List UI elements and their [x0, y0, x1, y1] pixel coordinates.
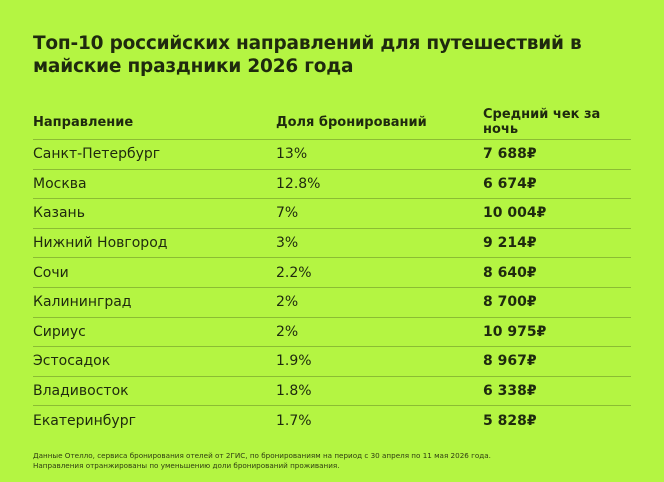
avg-check-cell: 5 828₽ [483, 412, 537, 429]
destination-cell: Казань [33, 198, 276, 229]
share-cell: 13% [276, 139, 483, 170]
table-row: Казань 7% 10 004₽ [33, 198, 631, 229]
destination-cell: Нижний Новгород [33, 228, 276, 259]
table-row: Эстосадок 1.9% 8 967₽ [33, 346, 631, 377]
avg-check-cell: 7 688₽ [483, 139, 631, 170]
avg-check-cell: 8 700₽ [483, 287, 631, 318]
share-cell: 2.2% [276, 257, 483, 288]
table-row: Москва 12.8% 6 674₽ [33, 169, 631, 200]
avg-check-cell: 6 674₽ [483, 169, 631, 200]
table-header-row: Направление Доля бронирований Средний че… [33, 105, 631, 140]
avg-check-cell: 8 967₽ [483, 346, 631, 377]
column-header-destination: Направление [33, 105, 276, 140]
column-header-share: Доля бронирований [276, 105, 483, 140]
destination-cell: Москва [33, 169, 276, 200]
destination-cell: Эстосадок [33, 346, 276, 377]
page-title: Топ-10 российских направлений для путеше… [33, 33, 582, 77]
destinations-table: Направление Доля бронирований Средний че… [33, 105, 631, 435]
footnote: Данные Отелло, сервиса бронирования отел… [33, 451, 633, 471]
avg-check-cell: 6 338₽ [483, 376, 631, 407]
destination-cell: Калининград [33, 287, 276, 318]
avg-check-cell: 8 640₽ [483, 257, 631, 288]
avg-check-cell: 10 004₽ [483, 198, 631, 229]
share-cell: 1.7% [276, 412, 312, 429]
table-row: Санкт-Петербург 13% 7 688₽ [33, 139, 631, 170]
destination-cell: Сочи [33, 257, 276, 288]
destination-cell: Санкт-Петербург [33, 139, 276, 170]
footnote-line-source: Данные Отелло, сервиса бронирования отел… [33, 451, 491, 460]
share-cell: 12.8% [276, 169, 483, 200]
share-cell: 1.8% [276, 376, 483, 407]
column-header-avg-check: Средний чек за ночь [483, 105, 631, 140]
table-row: Екатеринбург 1.7% 5 828₽ [33, 406, 631, 435]
footnote-line-ranking: Направления отранжированы по уменьшению … [33, 461, 340, 470]
table-row: Калининград 2% 8 700₽ [33, 287, 631, 318]
share-cell: 3% [276, 228, 483, 259]
table-row: Нижний Новгород 3% 9 214₽ [33, 228, 631, 259]
avg-check-cell: 10 975₽ [483, 317, 631, 348]
avg-check-cell: 9 214₽ [483, 228, 631, 259]
share-cell: 7% [276, 198, 483, 229]
table-row: Владивосток 1.8% 6 338₽ [33, 376, 631, 407]
share-cell: 2% [276, 317, 483, 348]
share-cell: 1.9% [276, 346, 483, 377]
destination-cell: Екатеринбург [33, 412, 136, 429]
share-cell: 2% [276, 287, 483, 318]
table-row: Сочи 2.2% 8 640₽ [33, 257, 631, 288]
destination-cell: Владивосток [33, 376, 276, 407]
table-body: Санкт-Петербург 13% 7 688₽ Москва 12.8% 6 674… [33, 139, 631, 435]
table-row: Сириус 2% 10 975₽ [33, 317, 631, 348]
destination-cell: Сириус [33, 317, 276, 348]
